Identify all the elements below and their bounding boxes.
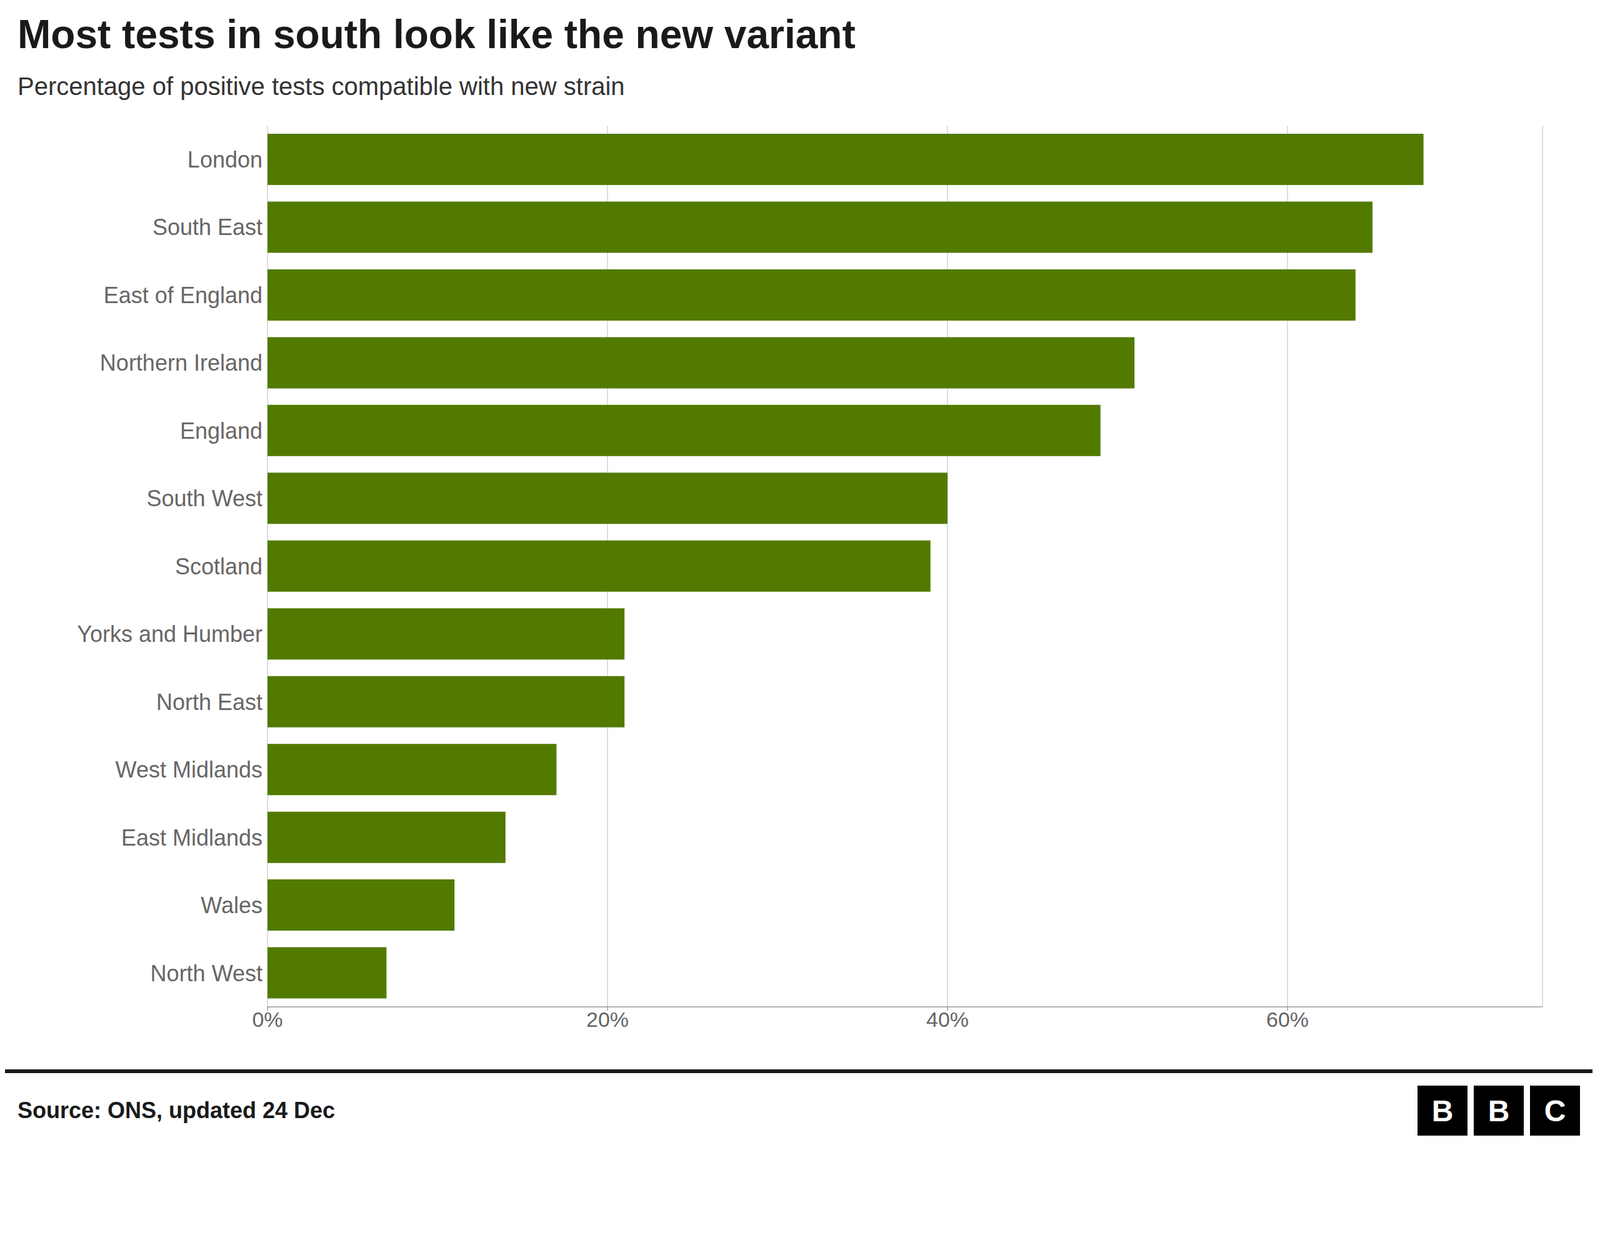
html-text:Source: ONS, updated 24 Dec: Source: ONS, updated 24 Dec — [17, 1097, 336, 1124]
svg-text:East Midlands: East Midlands — [121, 825, 263, 851]
svg-text:0%: 0% — [251, 1007, 283, 1032]
svg-text:England: England — [180, 418, 263, 444]
svg-text:20%: 20% — [586, 1007, 629, 1032]
html-text:Most tests in south look like: Most tests in south look like the new va… — [17, 11, 856, 57]
svg-text:West Midlands: West Midlands — [115, 756, 263, 783]
svg-text:40%: 40% — [926, 1007, 969, 1032]
svg-text:Northern Ireland: Northern Ireland — [100, 350, 263, 376]
html-text:C: C — [1544, 1094, 1566, 1128]
html-text:B: B — [1431, 1094, 1454, 1128]
svg-text:North East: North East — [156, 689, 263, 715]
svg-text:North West: North West — [150, 960, 263, 987]
svg-text:Yorks and Humber: Yorks and Humber — [76, 621, 263, 647]
svg-text:60%: 60% — [1266, 1007, 1309, 1032]
svg-text:Wales: Wales — [200, 892, 263, 919]
svg-text:East of England: East of England — [103, 282, 263, 309]
svg-text:South West: South West — [146, 485, 263, 512]
svg-text:London: London — [187, 146, 263, 173]
html-text:Percentage of positive tests c: Percentage of positive tests compatible … — [17, 72, 625, 100]
html-text:B: B — [1487, 1094, 1510, 1128]
svg-text:Scotland: Scotland — [175, 553, 263, 580]
svg-text:South East: South East — [152, 214, 263, 240]
